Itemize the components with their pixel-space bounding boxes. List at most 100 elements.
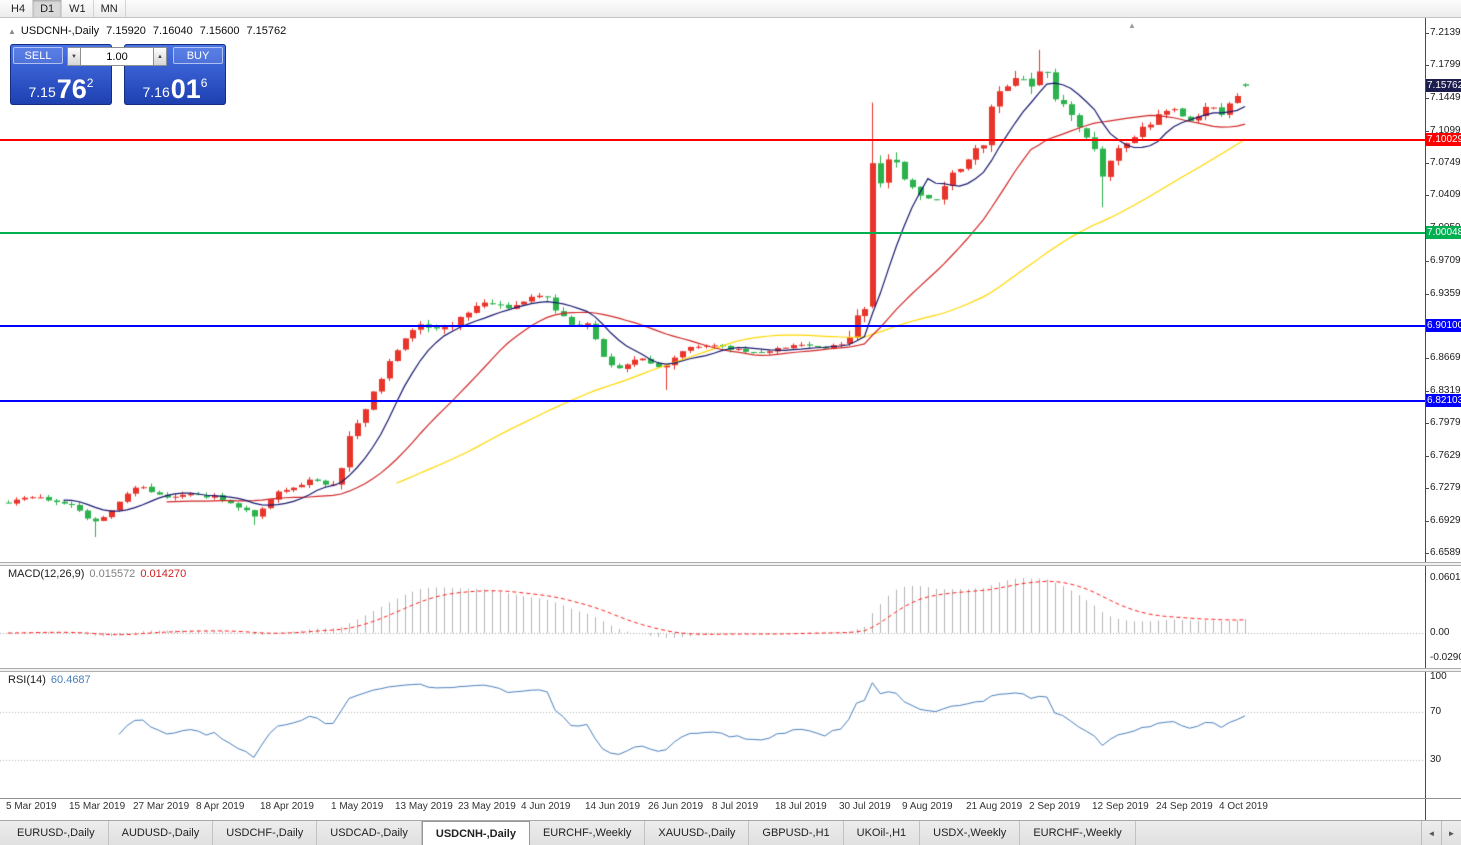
timeframe-button-mn[interactable]: MN [94, 0, 126, 17]
chart-tab-usdcad-daily[interactable]: USDCAD-,Daily [317, 821, 422, 845]
main-chart-canvas[interactable] [0, 18, 1425, 562]
price-axis-tick: 7.21390 [1430, 27, 1461, 38]
price-axis-tick: 6.83190 [1430, 385, 1461, 396]
macd-axis-value: 0.060146 [1430, 572, 1461, 583]
volume-decrease-button[interactable]: ▼ [67, 47, 81, 66]
horizontal-level-line[interactable] [0, 232, 1425, 234]
price-axis-tick: 6.86690 [1430, 352, 1461, 363]
volume-increase-button[interactable]: ▲ [153, 47, 167, 66]
ohlc-close: 7.15762 [246, 25, 287, 37]
chart-tab-usdchf-daily[interactable]: USDCHF-,Daily [213, 821, 318, 845]
time-axis-label: 8 Jul 2019 [712, 801, 759, 812]
chart-symbol-label: USDCNH-,Daily [20, 25, 100, 37]
price-axis-tick-mark [1425, 488, 1429, 489]
chart-tab-eurchf-weekly[interactable]: EURCHF-,Weekly [1020, 821, 1136, 845]
price-axis-tick-mark [1425, 33, 1429, 34]
volume-control: ▼ ▲ [67, 47, 167, 66]
price-axis-tick-mark [1425, 65, 1429, 66]
price-axis-tick: 7.10990 [1430, 125, 1461, 136]
macd-panel-canvas[interactable] [0, 566, 1425, 668]
buy-price-big-digits: 01 [170, 74, 201, 104]
ohlc-high: 7.16040 [152, 25, 193, 37]
price-axis-tick-mark [1425, 358, 1429, 359]
buy-price[interactable]: 7.16 01 6 [124, 76, 226, 103]
price-axis-tick: 6.79790 [1430, 417, 1461, 428]
panel-separator-rsi[interactable] [0, 668, 1461, 672]
chart-tab-audusd-daily[interactable]: AUDUSD-,Daily [109, 821, 214, 845]
rsi-panel-canvas[interactable] [0, 672, 1425, 798]
time-axis-label: 4 Oct 2019 [1219, 801, 1268, 812]
chart-shift-marker-icon[interactable]: ▲ [1128, 21, 1136, 30]
time-axis-label: 18 Jul 2019 [775, 801, 827, 812]
tab-scroll-controls: ◄ ► [1421, 821, 1461, 845]
price-axis-tick-mark [1425, 294, 1429, 295]
time-axis-label: 23 May 2019 [458, 801, 516, 812]
price-axis-tick-mark [1425, 261, 1429, 262]
sell-button[interactable]: SELL [13, 47, 63, 64]
level-price-label: 7.10029 [1426, 133, 1461, 146]
chart-tab-xauusd-daily[interactable]: XAUUSD-,Daily [645, 821, 750, 845]
chart-title: ▲ USDCNH-,Daily 7.15920 7.16040 7.15600 7.157… [8, 25, 286, 37]
time-axis-label: 21 Aug 2019 [966, 801, 1023, 812]
chart-tab-usdcnh-daily[interactable]: USDCNH-,Daily [421, 821, 530, 845]
chart-tab-gbpusd-h1[interactable]: GBPUSD-,H1 [749, 821, 844, 845]
tabs-scroll-right-button[interactable]: ► [1441, 821, 1461, 845]
level-price-label: 7.00048 [1426, 226, 1461, 239]
price-axis-border[interactable] [1425, 18, 1426, 820]
time-axis-border [0, 798, 1461, 799]
ohlc-low: 7.15600 [199, 25, 240, 37]
price-axis-tick-mark [1425, 131, 1429, 132]
collapse-panel-icon[interactable]: ▲ [8, 27, 16, 36]
price-axis-tick-mark [1425, 391, 1429, 392]
ohlc-open: 7.15920 [106, 25, 146, 37]
chart-tab-eurchf-weekly[interactable]: EURCHF-,Weekly [530, 821, 646, 845]
time-axis-label: 27 Mar 2019 [133, 801, 190, 812]
time-axis-label: 14 Jun 2019 [585, 801, 641, 812]
price-axis-tick: 7.14490 [1430, 92, 1461, 103]
chart-tab-ukoil-h1[interactable]: UKOil-,H1 [844, 821, 921, 845]
rsi-value: 60.4687 [50, 674, 91, 686]
buy-button[interactable]: BUY [173, 47, 223, 64]
panel-separator-macd[interactable] [0, 562, 1461, 566]
timeframe-button-d1[interactable]: D1 [33, 0, 63, 17]
rsi-axis-value: 100 [1430, 671, 1447, 682]
price-axis-tick-mark [1425, 521, 1429, 522]
sell-price-big-digits: 76 [56, 74, 87, 104]
buy-price-pip: 6 [200, 76, 208, 90]
chart-tab-eurusd-daily[interactable]: EURUSD-,Daily [4, 821, 109, 845]
rsi-axis-value: 70 [1430, 706, 1442, 717]
price-axis-tick: 6.72790 [1430, 482, 1461, 493]
buy-price-prefix: 7.16 [142, 84, 170, 100]
macd-main-value: 0.015572 [89, 568, 136, 580]
chart-workspace: H4 D1 W1 MN ▲ USDCNH-,Daily 7.15920 7.16040 7.1… [0, 0, 1461, 820]
time-axis-label: 5 Mar 2019 [6, 801, 57, 812]
price-axis-tick-mark [1425, 98, 1429, 99]
chart-tab-usdx-weekly[interactable]: USDX-,Weekly [920, 821, 1021, 845]
price-axis-tick: 7.07490 [1430, 157, 1461, 168]
bottom-tab-bar: EURUSD-,Daily AUDUSD-,Daily USDCHF-,Daily U… [0, 820, 1461, 845]
price-axis-tick-mark [1425, 163, 1429, 164]
level-price-label: 6.90100 [1426, 319, 1461, 332]
price-axis-tick-mark [1425, 553, 1429, 554]
level-price-label: 6.82103 [1426, 394, 1461, 407]
price-axis-tick-mark [1425, 195, 1429, 196]
time-axis-label: 2 Sep 2019 [1029, 801, 1081, 812]
time-axis-label: 8 Apr 2019 [196, 801, 245, 812]
price-axis-tick: 6.76290 [1430, 450, 1461, 461]
macd-indicator-label: MACD(12,26,9) 0.015572 0.014270 [8, 568, 186, 580]
sell-price[interactable]: 7.15 76 2 [10, 76, 112, 103]
timeframe-button-h4[interactable]: H4 [4, 0, 34, 17]
timeframe-button-w1[interactable]: W1 [62, 0, 94, 17]
time-axis-label: 24 Sep 2019 [1156, 801, 1213, 812]
timeframe-toolbar: H4 D1 W1 MN [0, 0, 1461, 18]
time-axis-label: 4 Jun 2019 [521, 801, 571, 812]
volume-input[interactable] [81, 47, 153, 66]
horizontal-level-line[interactable] [0, 139, 1425, 141]
horizontal-level-line[interactable] [0, 325, 1425, 327]
macd-axis-value: 0.00 [1430, 627, 1450, 638]
current-price-label: 7.15762 [1426, 79, 1461, 92]
time-axis-label: 30 Jul 2019 [839, 801, 891, 812]
tabs-scroll-left-button[interactable]: ◄ [1421, 821, 1441, 845]
horizontal-level-line[interactable] [0, 400, 1425, 402]
